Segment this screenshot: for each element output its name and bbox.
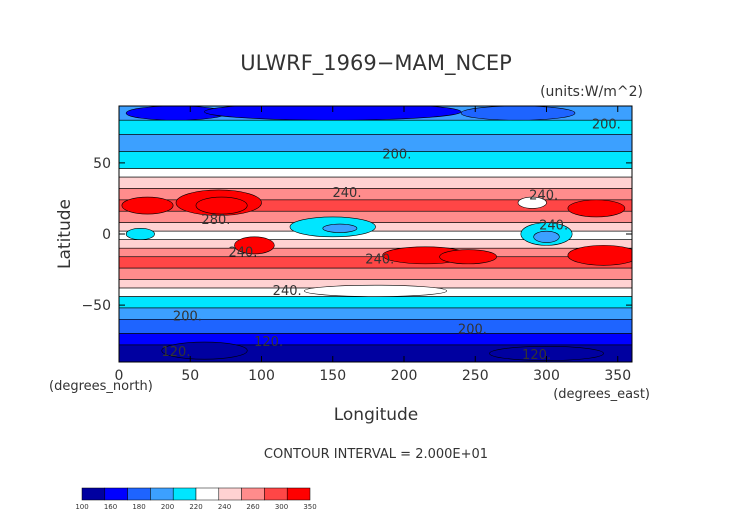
colorbar-swatch [150, 487, 174, 501]
colorbar-swatch [195, 487, 220, 501]
y-unit-label: (degrees_north) [49, 379, 153, 394]
field-feature [439, 249, 497, 265]
field-feature [517, 196, 547, 209]
field-feature [303, 284, 448, 297]
y-axis-label: Latitude [55, 199, 75, 269]
x-tick-label: 200 [391, 368, 418, 384]
field-bands [119, 106, 632, 362]
colorbar-label: 240 [218, 503, 231, 511]
contour-label: 240. [529, 189, 558, 204]
contour-label: 240. [333, 186, 362, 201]
field-band [119, 168, 632, 178]
field-band [119, 296, 632, 309]
field-feature [567, 199, 626, 218]
field-feature [121, 196, 174, 215]
contour-label: 120. [522, 348, 551, 363]
colorbar-label: 300 [275, 503, 288, 511]
contour-label: 120. [162, 345, 191, 360]
field-band [119, 134, 632, 152]
field-feature [533, 230, 560, 243]
contour-interval-text: CONTOUR INTERVAL = 2.000E+01 [264, 447, 488, 462]
x-tick-label: 0 [115, 368, 124, 384]
contour-label: 200. [382, 147, 411, 162]
x-tick-label: 350 [604, 368, 631, 384]
field-feature [125, 228, 155, 240]
contour-label: 240. [273, 284, 302, 299]
colorbar: 100 160 180 200 220 240 260 300 350 [75, 487, 317, 511]
colorbar-label: 200 [161, 503, 174, 511]
colorbar-swatch [127, 487, 151, 501]
contour-label: 200. [458, 322, 487, 337]
contour-label: 240. [365, 253, 394, 268]
x-tick-label: 250 [462, 368, 489, 384]
chart-title: ULWRF_1969−MAM_NCEP [240, 51, 512, 76]
field-band [119, 267, 632, 280]
colorbar-swatch [81, 487, 106, 501]
field-feature [567, 245, 632, 266]
field-feature [161, 341, 248, 360]
colorbar-swatch [264, 487, 288, 501]
colorbar-label: 160 [104, 503, 117, 511]
contour-label: 200. [173, 309, 202, 324]
contour-labels: 200. 200. 240. 240. 240. 280. 240. 240. 240. 200.… [162, 117, 621, 362]
colorbar-label: 350 [303, 503, 316, 511]
x-tick-label: 50 [181, 368, 199, 384]
colorbar-label: 100 [75, 503, 88, 511]
field-feature [234, 236, 275, 255]
colorbar-swatch [218, 487, 242, 501]
colorbar-label: 180 [132, 503, 145, 511]
x-tick-label: 150 [319, 368, 346, 384]
units-label: (units:W/m^2) [540, 84, 643, 100]
contour-label: 280. [201, 213, 230, 228]
field-feature [460, 106, 576, 121]
x-axis-label: Longitude [334, 405, 419, 425]
contour-label: 240. [228, 245, 257, 260]
field-band [119, 151, 632, 169]
contour-label: 120. [254, 335, 283, 350]
colorbar-label: 260 [246, 503, 259, 511]
field-feature [322, 223, 358, 233]
plot-area [119, 106, 632, 362]
contour-label: 200. [592, 117, 621, 132]
colorbar-swatch [241, 487, 265, 501]
y-axis: 50 0 −50 [81, 156, 632, 314]
x-tick-label: 100 [248, 368, 275, 384]
y-tick-label: 0 [102, 227, 111, 243]
y-tick-label: −50 [81, 298, 111, 314]
contour-label: 240. [539, 218, 568, 233]
colorbar-swatch [286, 487, 311, 501]
x-unit-label: (degrees_east) [553, 387, 650, 402]
colorbar-swatch [172, 487, 197, 501]
field-feature [195, 196, 248, 215]
field-feature [204, 106, 462, 121]
x-tick-label: 300 [533, 368, 560, 384]
field-band [119, 176, 632, 189]
field-band [119, 119, 632, 135]
colorbar-swatch [104, 487, 128, 501]
x-axis: 0 50 100 150 200 250 300 350 [115, 106, 631, 384]
colorbar-label: 220 [189, 503, 202, 511]
y-tick-label: 50 [93, 156, 111, 172]
